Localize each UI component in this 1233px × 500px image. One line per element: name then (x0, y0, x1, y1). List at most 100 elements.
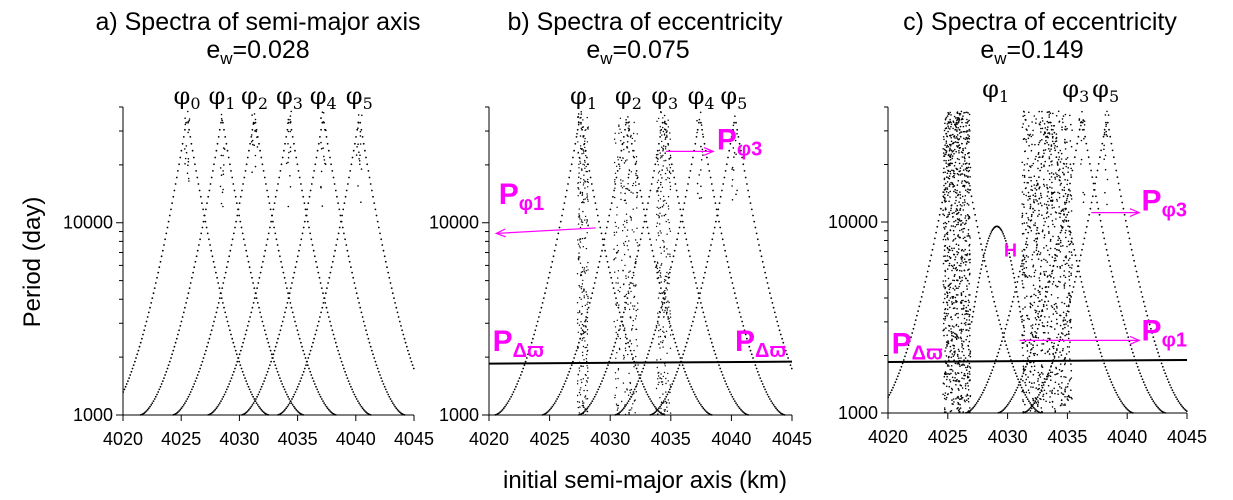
data-point (215, 271, 217, 274)
data-point (306, 220, 309, 223)
data-point (1116, 176, 1119, 179)
data-point (1028, 275, 1031, 277)
data-point (244, 377, 246, 379)
data-point (634, 412, 636, 414)
data-point (1087, 310, 1090, 312)
data-point (312, 341, 314, 344)
data-point (628, 189, 630, 191)
x-tick-label: 4025 (928, 427, 968, 447)
data-point (946, 301, 949, 304)
data-point (1066, 321, 1069, 323)
data-point (956, 194, 959, 197)
data-point (364, 325, 366, 327)
data-point (578, 310, 581, 312)
data-point (557, 232, 560, 235)
data-point (627, 135, 629, 137)
data-point (604, 232, 607, 235)
data-point (913, 323, 916, 326)
data-point (590, 402, 592, 404)
data-point (957, 251, 960, 254)
data-point (945, 373, 948, 375)
data-point (1079, 275, 1082, 278)
data-point (1056, 349, 1058, 352)
data-point (951, 265, 954, 268)
data-point (1021, 262, 1023, 265)
data-point (958, 363, 961, 366)
data-point (627, 394, 630, 396)
data-point (322, 147, 324, 149)
data-point (284, 282, 287, 284)
data-point (1034, 410, 1036, 413)
data-point (579, 239, 581, 241)
data-point (577, 151, 579, 154)
data-point (255, 292, 257, 295)
data-point (1118, 189, 1121, 191)
resonance-label: φ2 (615, 82, 642, 113)
data-point (1051, 164, 1053, 166)
data-point (1026, 357, 1029, 359)
data-point (962, 411, 964, 413)
data-point (1062, 320, 1064, 322)
data-point (579, 218, 581, 220)
data-point (298, 176, 301, 179)
data-point (516, 383, 518, 385)
data-point (576, 128, 579, 131)
data-point (957, 348, 960, 351)
x-tick-label: 4035 (1047, 427, 1087, 447)
data-point (964, 160, 966, 162)
data-point (944, 234, 946, 236)
data-point (510, 395, 512, 398)
data-point (957, 218, 960, 221)
data-point (187, 160, 190, 163)
data-point (1060, 245, 1062, 247)
data-point (1050, 153, 1052, 156)
data-point (1033, 224, 1035, 226)
data-point (1105, 121, 1107, 124)
data-point (614, 132, 616, 134)
data-point (950, 410, 953, 412)
data-point (624, 333, 627, 336)
data-point (310, 374, 313, 376)
data-point (587, 198, 589, 201)
data-point (224, 311, 227, 314)
data-point (621, 408, 624, 411)
data-point (787, 357, 789, 359)
data-point (1126, 225, 1128, 228)
data-point (1067, 259, 1070, 262)
data-point (300, 183, 302, 185)
data-point (220, 202, 223, 205)
data-point (949, 257, 952, 260)
data-point (620, 179, 622, 181)
data-point (960, 394, 963, 397)
data-point (1025, 194, 1027, 197)
data-point (630, 396, 633, 398)
data-point (291, 282, 293, 284)
data-point (656, 158, 659, 160)
data-point (1106, 203, 1108, 206)
data-point (696, 128, 699, 131)
data-point (251, 139, 254, 142)
data-point (968, 259, 970, 261)
data-point (334, 414, 337, 416)
data-point (296, 163, 299, 166)
data-point (1080, 281, 1083, 283)
data-point (360, 201, 362, 203)
data-point (1059, 149, 1062, 152)
data-point (124, 385, 127, 388)
data-point (1134, 265, 1137, 268)
data-point (947, 192, 950, 194)
period-annotation: Pφ3 (717, 124, 762, 161)
data-point (656, 408, 659, 411)
data-point (965, 313, 968, 315)
data-point (295, 156, 298, 159)
data-point (1050, 275, 1052, 278)
data-point (967, 215, 970, 217)
data-point (154, 282, 157, 284)
data-point (948, 185, 951, 187)
data-point (730, 393, 733, 396)
data-point (957, 312, 959, 315)
data-point (1046, 206, 1048, 209)
data-point (700, 159, 703, 161)
data-point (584, 384, 587, 387)
data-point (977, 231, 980, 234)
